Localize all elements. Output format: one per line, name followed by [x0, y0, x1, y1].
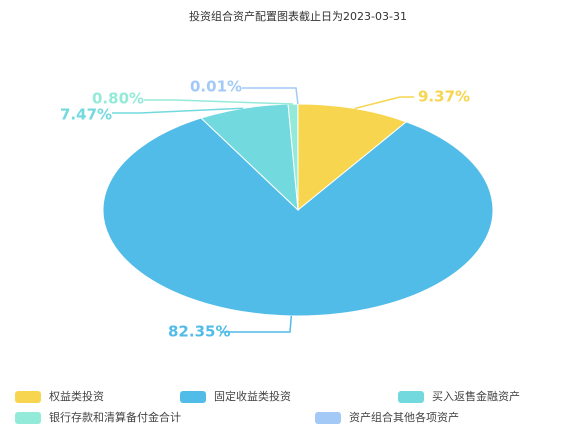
pie-slice: [297, 103, 408, 212]
data-label: 7.47%: [60, 106, 112, 124]
leader-line: [220, 315, 293, 333]
legend-swatch: [15, 391, 41, 403]
legend-swatch: [398, 391, 424, 403]
legend-label: 权益类投资: [49, 389, 104, 403]
leader-line: [112, 107, 244, 114]
legend-swatch: [15, 412, 41, 424]
legend-label: 资产组合其他各项资产: [349, 410, 459, 424]
data-label: 0.01%: [190, 78, 242, 96]
legend-label: 银行存款和清算备付金合计: [49, 410, 181, 424]
legend-swatch: [315, 412, 341, 424]
leader-line: [144, 99, 294, 105]
chart-title: 投资组合资产配置图表截止日为2023-03-31: [189, 9, 407, 23]
legend-swatch: [180, 391, 206, 403]
data-label: 0.80%: [92, 90, 144, 108]
leader-line: [354, 96, 414, 110]
data-label: 9.37%: [418, 88, 470, 106]
legend-label: 买入返售金融资产: [432, 389, 520, 403]
legend-label: 固定收益类投资: [214, 389, 291, 403]
leader-line: [242, 87, 299, 105]
pie-slice: [102, 117, 494, 317]
data-label: 82.35%: [168, 323, 230, 341]
